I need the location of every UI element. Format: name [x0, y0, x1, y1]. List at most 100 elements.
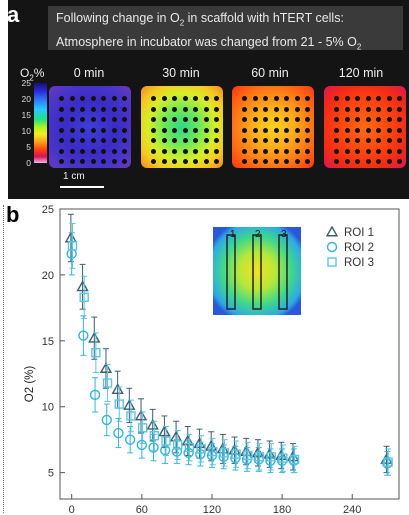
scaffold-hole: [161, 106, 167, 112]
colorbar-title: O2%: [20, 66, 45, 83]
scale-bar: [60, 186, 104, 188]
scaffold-hole: [252, 96, 258, 101]
data-point-triangle: [123, 398, 136, 410]
scaffold-hole: [242, 127, 247, 133]
scaffold-hole: [284, 159, 289, 164]
scaffold-hole: [376, 96, 381, 101]
y-tick-label: 5: [48, 468, 54, 480]
scaffold-hole: [172, 96, 177, 101]
scaffold-hole: [182, 117, 188, 122]
scaffold-hole: [263, 159, 268, 164]
inset-scaffold: [213, 227, 301, 315]
scaffold-hole: [397, 127, 402, 133]
colorbar-tick: 0: [26, 158, 31, 168]
scaffold-hole: [172, 159, 177, 164]
scaffold-hole: [284, 96, 289, 101]
scaffold-hole: [294, 106, 300, 112]
scaffold-hole: [203, 117, 209, 122]
x-tick-label: 180: [273, 504, 291, 515]
scaffold-hole: [172, 106, 177, 112]
scaffold-hole: [90, 159, 96, 164]
scaffold-hole: [386, 96, 392, 101]
time-label-60: 60 min: [251, 66, 289, 80]
scaffold-hole: [294, 148, 300, 154]
scaffold-hole: [344, 117, 350, 122]
scaffold-hole: [203, 106, 209, 112]
scaffold-hole: [263, 127, 268, 133]
scaffold-hole: [273, 138, 279, 143]
scaffold-hole: [80, 127, 85, 133]
scaffold-hole: [386, 138, 392, 143]
scaffold-hole: [214, 117, 219, 122]
scaffold-hole: [111, 96, 117, 101]
scaffold-hole: [242, 96, 247, 101]
scaffold-hole: [252, 138, 258, 143]
x-tick-label: 0: [69, 504, 75, 515]
scaffold-hole: [242, 106, 247, 112]
scaffold-hole: [344, 127, 350, 133]
scaffold-hole: [122, 117, 127, 122]
scaffold-hole: [284, 127, 289, 133]
scaffold-hole: [151, 117, 156, 122]
data-point-square: [184, 442, 195, 453]
scaffold-hole: [151, 138, 156, 143]
scaffold-hole: [182, 148, 188, 154]
scaffold-hole: [182, 138, 188, 143]
scaffold-hole: [90, 138, 96, 143]
scaffold-hole: [69, 159, 75, 164]
scaffold-hole: [365, 127, 371, 133]
data-point-triangle: [181, 434, 194, 446]
scaffold-hole: [90, 148, 96, 154]
scaffold-hole: [365, 138, 371, 143]
scaffold-image-60min: [232, 86, 314, 168]
scaffold-hole: [294, 159, 300, 164]
data-point-square: [289, 454, 300, 465]
scaffold-hole: [252, 106, 258, 112]
scaffold-hole: [59, 138, 64, 143]
data-point-square: [278, 453, 288, 463]
scaffold-hole: [182, 96, 188, 101]
scaffold-hole: [305, 96, 310, 101]
scaffold-hole: [90, 127, 96, 133]
caption-line-1: Following change in O: [56, 11, 180, 25]
scaffold-hole: [59, 148, 64, 154]
scaffold-hole: [90, 117, 96, 122]
scaffold-hole: [294, 138, 300, 143]
scaffold-image-120min: [324, 86, 406, 168]
scaffold-hole: [355, 96, 360, 101]
scaffold-hole: [90, 96, 96, 101]
data-point-circle: [171, 446, 183, 457]
scaffold-hole: [161, 148, 167, 154]
scaffold-hole: [273, 106, 279, 112]
scaffold-hole: [344, 96, 350, 101]
data-point-square: [114, 399, 124, 409]
scaffold-hole: [101, 159, 106, 164]
legend-label: ROI 1: [344, 227, 374, 239]
caption-line-1-rest: in scaffold with hTERT cells:: [184, 11, 344, 25]
scaffold-hole: [376, 159, 381, 164]
scaffold-hole: [151, 106, 156, 112]
data-point-square: [243, 450, 253, 461]
scaffold-hole: [182, 127, 188, 133]
scaffold-hole: [151, 148, 156, 154]
scaffold-hole: [365, 148, 371, 154]
scaffold-hole: [214, 96, 219, 101]
time-label-30: 30 min: [162, 66, 200, 80]
scaffold-hole: [252, 127, 258, 133]
scaffold-hole: [263, 117, 268, 122]
scaffold-hole: [172, 127, 177, 133]
inset-scaffold-image: 1 2 3: [213, 227, 301, 315]
scaffold-hole: [101, 96, 106, 101]
scaffold-hole: [101, 148, 106, 154]
scaffold-hole: [193, 106, 198, 112]
scaffold-hole: [193, 148, 198, 154]
panel-a-heatmaps: Following change in O2 in scaffold with …: [8, 0, 409, 199]
scaffold-hole: [161, 159, 167, 164]
scaffold-hole: [203, 159, 209, 164]
data-point-circle: [136, 439, 148, 451]
scaffold-hole: [355, 117, 360, 122]
scaffold-hole: [365, 117, 371, 122]
scaffold-hole: [397, 96, 402, 101]
scaffold-hole: [284, 117, 289, 122]
scaffold-hole: [305, 159, 310, 164]
